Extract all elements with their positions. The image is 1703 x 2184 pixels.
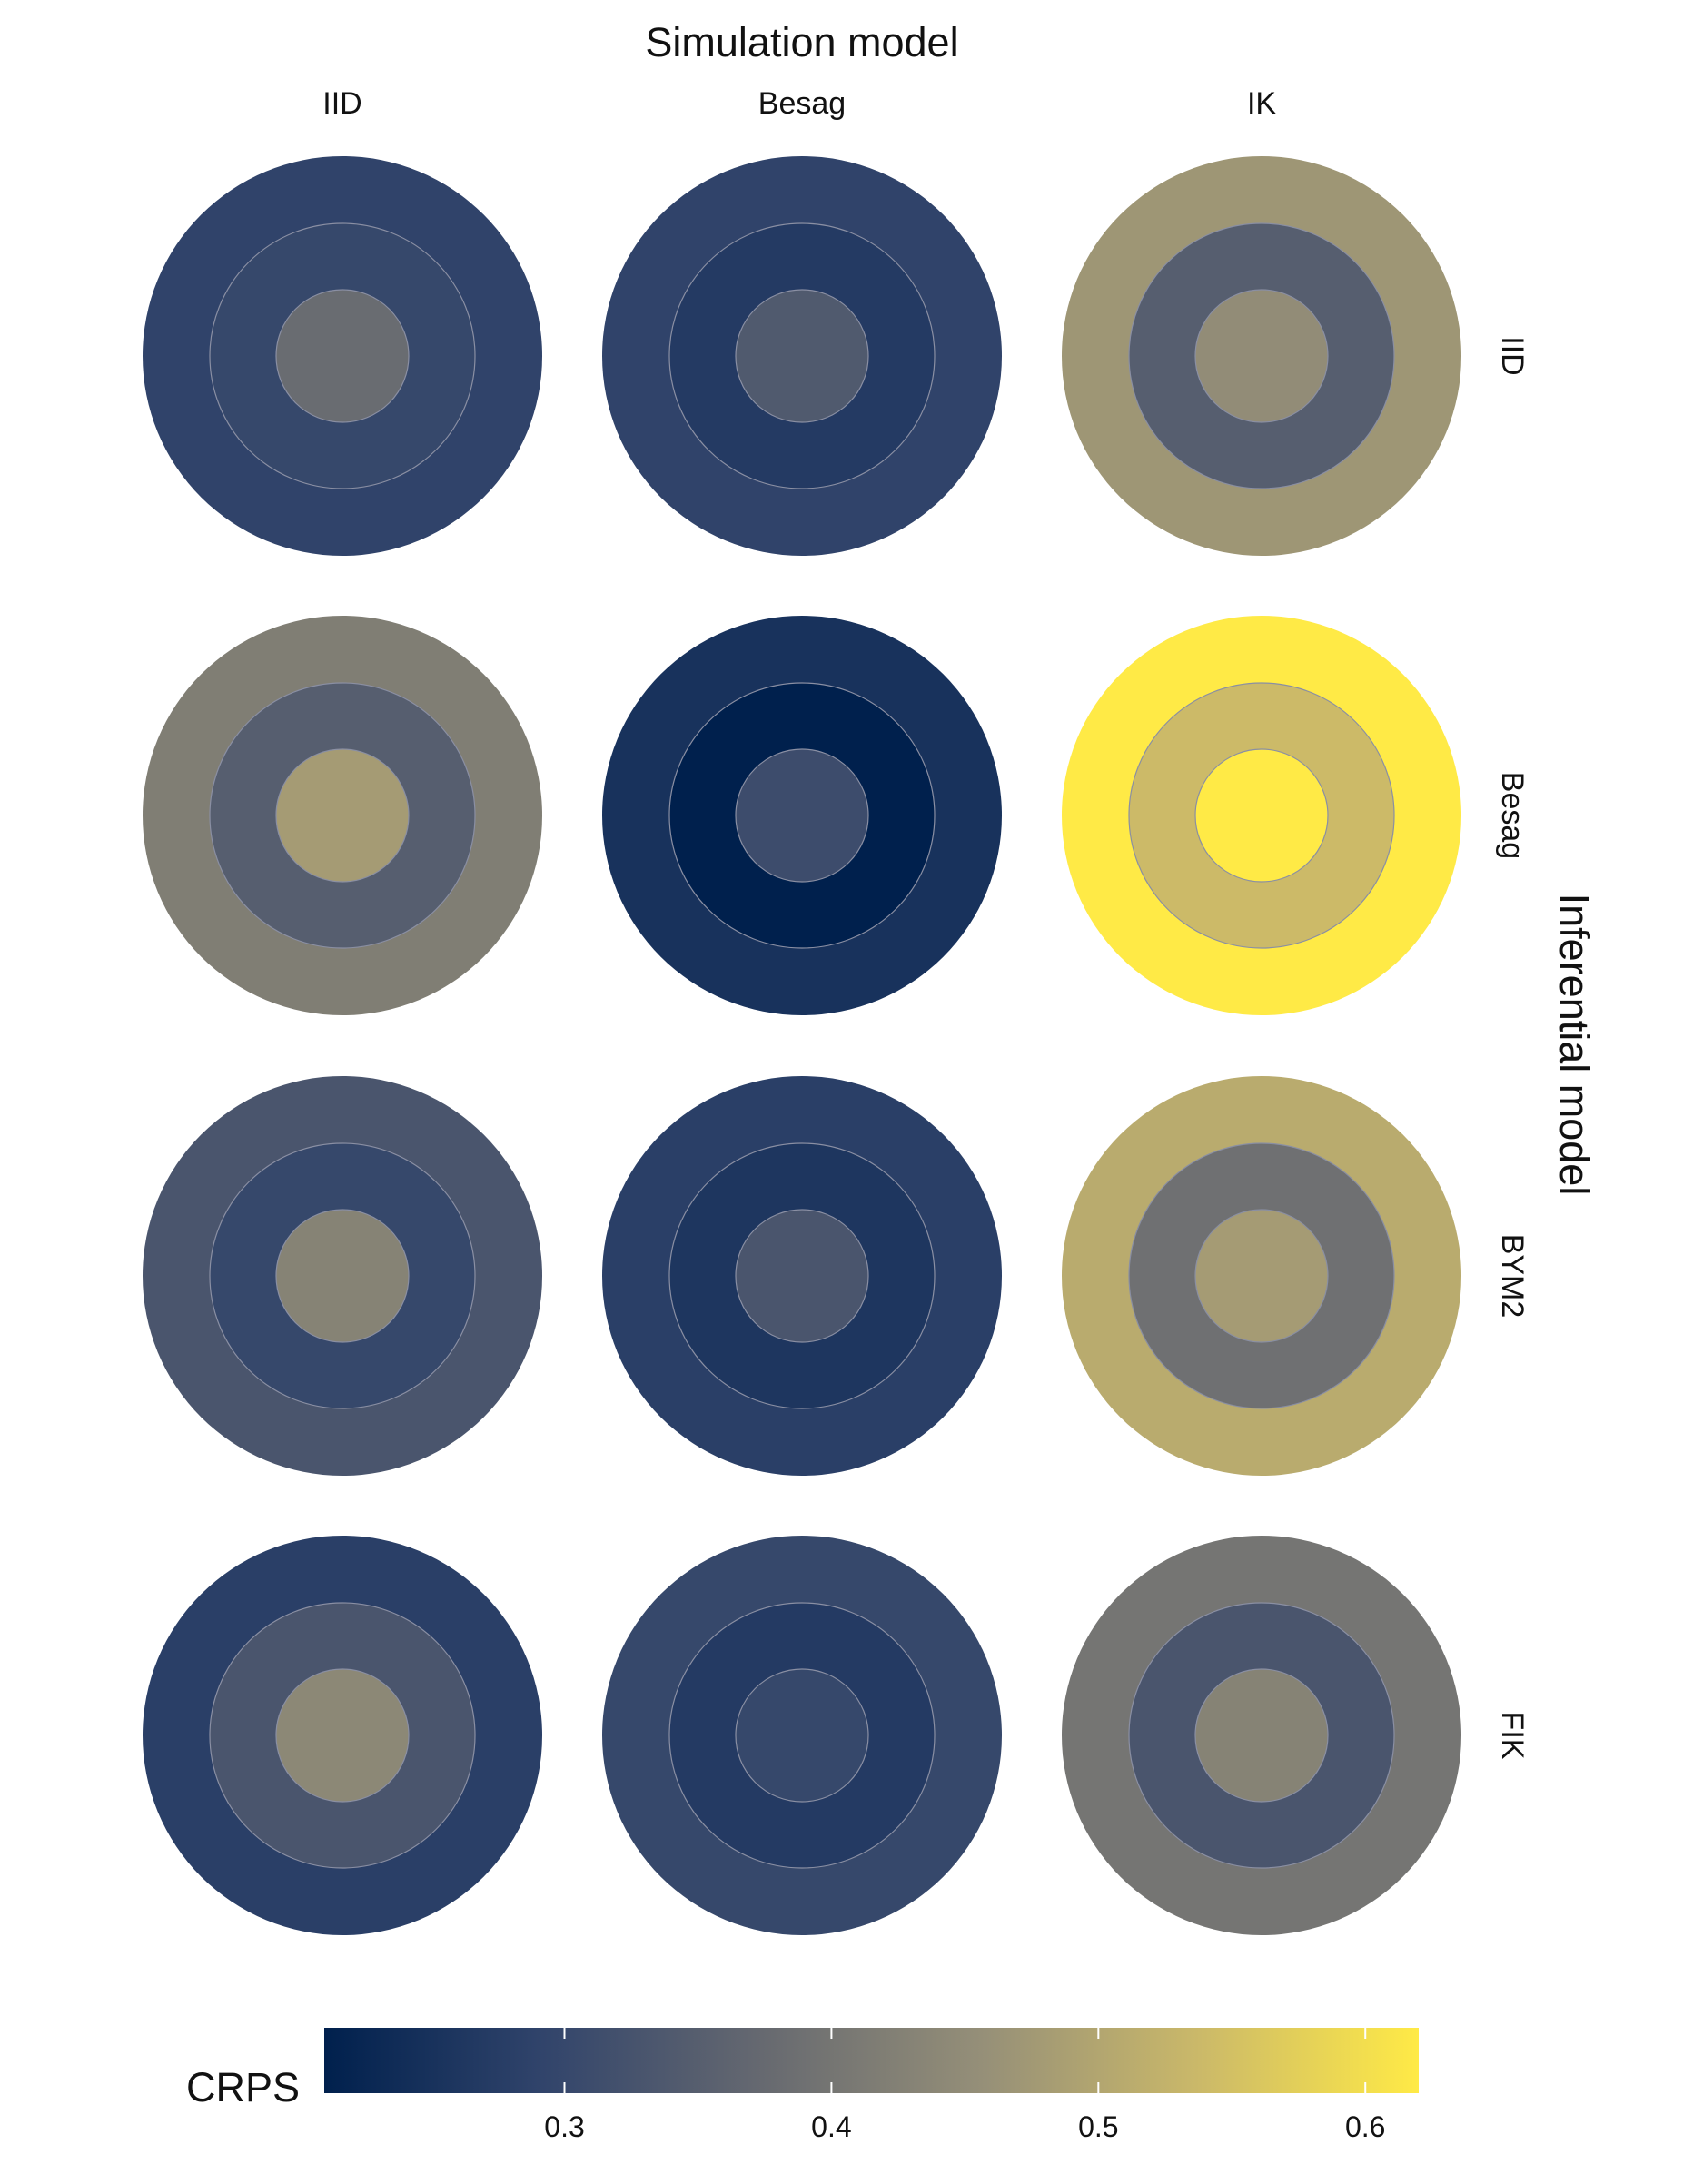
legend-tick-label: 0.5 — [1078, 2110, 1118, 2143]
color-legend: CRPS 0.3 0.4 0.5 0.6 — [186, 2028, 1419, 2143]
ring-inner — [1194, 1209, 1329, 1343]
ring-inner — [735, 289, 869, 423]
panel — [602, 616, 1002, 1015]
column-label: IID — [322, 86, 361, 121]
legend-colorbar — [324, 2028, 1419, 2093]
column-label: Besag — [758, 86, 846, 121]
ring-inner — [735, 748, 869, 883]
column-label: IK — [1247, 86, 1276, 121]
panel — [602, 1076, 1002, 1476]
ring-inner — [1194, 289, 1329, 423]
column-labels: IID Besag IK — [322, 86, 1276, 121]
row-label: FIK — [1495, 1712, 1530, 1760]
legend-ticks: 0.3 0.4 0.5 0.6 — [544, 2028, 1385, 2143]
legend-tick-label: 0.6 — [1345, 2110, 1385, 2143]
ring-inner — [735, 1668, 869, 1803]
legend-title: CRPS — [186, 2064, 300, 2110]
panel-grid — [143, 156, 1461, 1935]
panel — [1062, 156, 1461, 556]
ring-inner — [275, 748, 410, 883]
panel — [1062, 1536, 1461, 1935]
ring-inner — [275, 1209, 410, 1343]
ring-inner — [275, 1668, 410, 1803]
panel — [602, 1536, 1002, 1935]
panel — [143, 1076, 542, 1476]
panel — [602, 156, 1002, 556]
legend-tick-label: 0.4 — [811, 2110, 851, 2143]
row-label: IID — [1495, 336, 1530, 375]
row-facet-title: Inferential model — [1551, 894, 1598, 1196]
ring-inner — [1194, 1668, 1329, 1803]
ring-inner — [1194, 748, 1329, 883]
row-label: BYM2 — [1495, 1234, 1530, 1319]
ring-inner — [735, 1209, 869, 1343]
panel — [1062, 616, 1461, 1015]
ring-inner — [275, 289, 410, 423]
panel — [143, 616, 542, 1015]
chart-title: Simulation model — [645, 19, 958, 65]
row-labels: IID Besag BYM2 FIK — [1495, 336, 1530, 1759]
panel — [1062, 1076, 1461, 1476]
panel — [143, 1536, 542, 1935]
row-label: Besag — [1495, 772, 1530, 859]
legend-tick-label: 0.3 — [544, 2110, 584, 2143]
panel — [143, 156, 542, 556]
